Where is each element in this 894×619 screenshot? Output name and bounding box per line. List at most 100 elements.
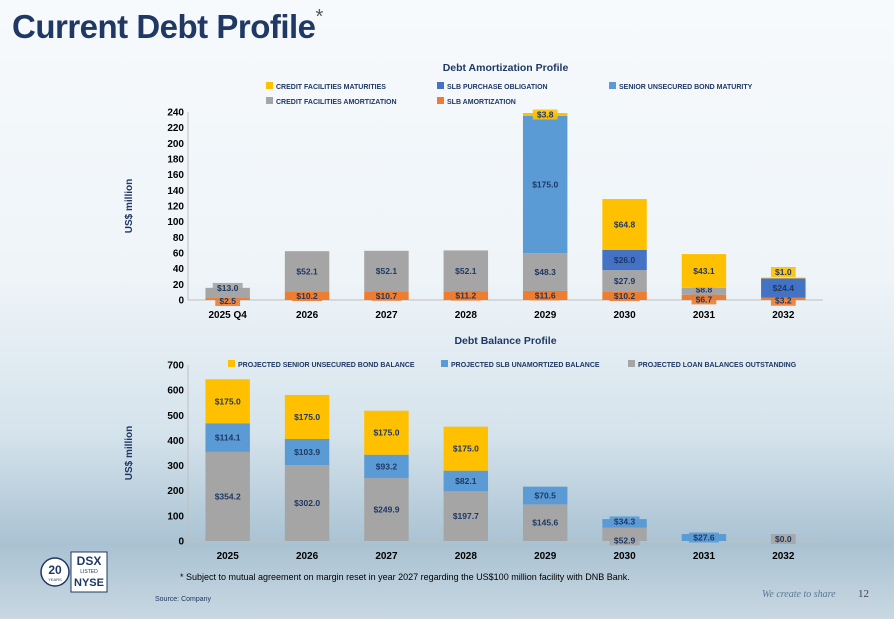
chart2-data-label-bg — [289, 411, 325, 422]
chart1-legend-swatch — [266, 97, 273, 104]
chart2-data-label: $175.0 — [294, 412, 320, 422]
chart1-data-label-bg — [371, 266, 402, 277]
chart1-ytick-label: 220 — [167, 123, 184, 134]
chart2-data-label: $27.6 — [693, 533, 715, 543]
logo-listed: LISTED — [80, 569, 98, 575]
chart1-ytick-label: 80 — [173, 233, 185, 244]
chart1-data-label: $13.0 — [217, 283, 239, 293]
chart1-data-label: $27.9 — [614, 276, 636, 286]
chart2-legend-swatch — [228, 360, 235, 367]
chart2-data-label-bg — [210, 491, 246, 502]
chart2-ytick-label: 100 — [167, 511, 184, 522]
chart2-data-label: $82.1 — [455, 476, 477, 486]
title-asterisk: * — [315, 6, 324, 28]
chart2-data-label-bg — [448, 511, 484, 522]
chart1-legend-swatch — [437, 97, 444, 104]
chart1-data-label: $48.3 — [535, 267, 557, 277]
chart1-data-label-bg — [215, 296, 241, 307]
chart1-data-label-bg — [371, 290, 402, 301]
chart2-data-label: $52.9 — [614, 535, 636, 545]
chart2-data-label: $114.1 — [215, 433, 241, 443]
chart2-ytick-label: 600 — [167, 386, 184, 397]
chart2-data-label: $93.2 — [376, 461, 398, 471]
chart1-data-label: $175.0 — [532, 180, 558, 190]
chart2-xtick-label: 2027 — [375, 551, 398, 562]
chart2-data-label-bg — [770, 534, 796, 544]
chart1-ytick-label: 140 — [167, 186, 184, 197]
chart1-data-label-bg — [532, 109, 558, 120]
chart1-data-label: $10.2 — [296, 291, 318, 301]
chart1-xtick-label: 2027 — [375, 310, 398, 321]
chart1-legend-label: CREDIT FACILITIES MATURITIES — [276, 84, 386, 91]
chart2-data-label-bg — [371, 461, 402, 472]
tagline: We create to share — [762, 589, 836, 600]
chart1-xtick-label: 2030 — [613, 310, 636, 321]
page-title: Current Debt Profile* — [12, 6, 324, 45]
chart1-data-label: $26.0 — [614, 255, 636, 265]
chart1-data-label-bg — [609, 219, 640, 230]
chart1-ytick-label: 160 — [167, 170, 184, 181]
chart1-data-label: $2.5 — [219, 296, 236, 306]
chart2-ytick-label: 0 — [178, 537, 184, 548]
chart1-data-label: $43.1 — [693, 266, 715, 276]
chart1-data-label: $3.2 — [775, 296, 792, 306]
chart1-data-label-bg — [688, 265, 719, 276]
chart2-data-label-bg — [450, 475, 481, 486]
chart1-data-label: $10.7 — [376, 291, 398, 301]
chart1-xtick-label: 2029 — [534, 310, 557, 321]
chart2-legend-swatch — [628, 360, 635, 367]
chart2-data-label-bg — [688, 532, 719, 543]
chart1-legend-label: SLB PURCHASE OBLIGATION — [447, 84, 548, 91]
chart1-ytick-label: 180 — [167, 155, 184, 166]
footnote: * Subject to mutual agreement on margin … — [180, 572, 630, 582]
chart2-data-label: $197.7 — [453, 511, 479, 521]
chart2-data-label: $175.0 — [215, 396, 241, 406]
chart2-data-label-bg — [210, 432, 246, 443]
chart1-data-label-bg — [770, 295, 796, 306]
chart1-xtick-label: 2032 — [772, 310, 795, 321]
chart2-data-label-bg — [368, 504, 405, 515]
chart2-data-label: $103.9 — [294, 447, 320, 457]
chart2-ytick-label: 300 — [167, 461, 184, 472]
chart2-ytick-label: 700 — [167, 361, 184, 372]
debt-amortization-chart: Debt Amortization Profile CREDIT FACILITI… — [124, 62, 823, 321]
chart1-data-label: $6.7 — [696, 294, 713, 304]
chart1-data-label-bg — [609, 254, 640, 265]
chart1-ytick-label: 40 — [173, 264, 185, 275]
chart1-legend-label: SLB AMORTIZATION — [447, 99, 516, 106]
chart1-xtick-label: 2026 — [296, 310, 319, 321]
chart1-legend-label: SENIOR UNSECURED BOND MATURITY — [619, 84, 753, 91]
chart1-data-label: $64.8 — [614, 219, 636, 229]
chart2-data-label-bg — [527, 517, 563, 528]
chart2-xtick-label: 2026 — [296, 551, 319, 562]
chart1-ytick-label: 240 — [167, 108, 184, 119]
chart1-data-label: $11.2 — [455, 291, 476, 301]
chart2-xtick-label: 2032 — [772, 551, 795, 562]
chart2-ytick-label: 200 — [167, 486, 184, 497]
chart2-data-label: $354.2 — [215, 491, 241, 501]
chart1-ytick-label: 200 — [167, 139, 184, 150]
chart1-data-label: $52.1 — [455, 266, 477, 276]
chart1-legend-swatch — [266, 82, 273, 89]
chart1-legend-swatch — [609, 82, 616, 89]
chart1-data-label-bg — [292, 266, 323, 277]
chart2-data-label-bg — [368, 427, 405, 438]
chart2-ylabel: US$ million — [124, 426, 135, 480]
chart2-data-label-bg — [210, 396, 246, 407]
chart2-data-label: $145.6 — [532, 518, 558, 528]
chart2-data-label: $175.0 — [373, 428, 399, 438]
chart2-legend-label: PROJECTED SENIOR UNSECURED BOND BALANCE — [238, 362, 415, 369]
chart1-data-label: $10.2 — [614, 291, 636, 301]
chart1-ytick-label: 60 — [173, 249, 185, 260]
logo-ticker: DSX — [77, 554, 102, 568]
chart1-data-label: $8.8 — [696, 284, 713, 294]
chart1-xtick-label: 2028 — [455, 310, 478, 321]
chart2-data-label-bg — [609, 535, 640, 546]
chart2-legend-label: PROJECTED LOAN BALANCES OUTSTANDING — [638, 362, 797, 369]
logo-years-number: 20 — [48, 563, 62, 577]
dsx-nyse-logo: 20 YEARS DSX LISTED NYSE — [40, 551, 108, 593]
chart1-data-label-bg — [292, 291, 323, 302]
chart1-data-label-bg — [768, 282, 799, 293]
chart1-data-label-bg — [212, 282, 243, 293]
